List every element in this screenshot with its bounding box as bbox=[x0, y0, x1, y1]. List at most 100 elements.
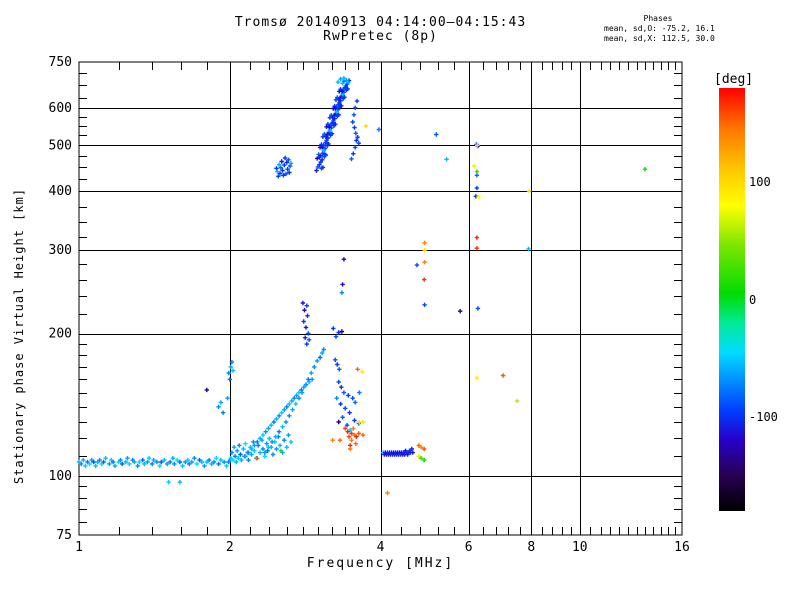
data-point bbox=[192, 456, 197, 461]
data-point bbox=[231, 445, 237, 450]
data-point bbox=[351, 151, 356, 156]
data-point bbox=[475, 143, 480, 148]
data-point bbox=[339, 329, 345, 334]
data-point bbox=[348, 446, 353, 452]
data-point bbox=[321, 148, 326, 153]
data-point bbox=[277, 443, 283, 448]
data-point bbox=[340, 415, 345, 420]
data-point bbox=[336, 419, 341, 425]
data-point bbox=[355, 367, 360, 372]
data-point bbox=[352, 125, 357, 130]
data-point bbox=[349, 438, 354, 443]
data-point bbox=[306, 377, 311, 382]
x-tick-label: 4 bbox=[377, 540, 385, 555]
data-point bbox=[174, 457, 180, 463]
data-point bbox=[306, 379, 312, 385]
data-point bbox=[321, 347, 326, 352]
phase-stats-o-mode: mean, sd,O: -75.2, 16.1 bbox=[604, 24, 715, 33]
data-point bbox=[284, 445, 289, 450]
colorbar-tick-label: 100 bbox=[749, 175, 771, 189]
data-point bbox=[225, 396, 230, 401]
data-point bbox=[320, 145, 325, 150]
data-point bbox=[356, 431, 361, 436]
data-point bbox=[224, 463, 229, 469]
data-point bbox=[276, 174, 281, 179]
data-point bbox=[335, 114, 340, 119]
data-point bbox=[279, 159, 284, 164]
plot-subtitle: RwPretec (8p) bbox=[323, 29, 438, 44]
data-point bbox=[515, 398, 520, 404]
data-point bbox=[333, 357, 338, 362]
y-tick-label: 750 bbox=[49, 55, 72, 70]
data-point bbox=[304, 303, 309, 308]
data-point bbox=[256, 443, 261, 448]
data-point bbox=[270, 452, 276, 457]
data-point bbox=[257, 436, 263, 441]
data-point bbox=[238, 452, 243, 457]
data-point bbox=[351, 112, 357, 117]
data-point bbox=[334, 109, 339, 114]
data-point bbox=[293, 401, 298, 407]
data-point bbox=[278, 165, 284, 170]
data-point bbox=[325, 143, 330, 148]
data-point bbox=[285, 167, 290, 172]
data-point bbox=[230, 368, 236, 373]
data-point bbox=[414, 262, 420, 268]
data-point bbox=[123, 459, 128, 465]
data-point bbox=[341, 76, 347, 81]
data-point bbox=[350, 119, 355, 125]
data-point bbox=[101, 459, 106, 465]
data-point bbox=[333, 106, 338, 111]
data-point bbox=[251, 439, 256, 445]
data-point bbox=[142, 461, 147, 467]
data-point bbox=[220, 410, 226, 415]
data-point bbox=[422, 446, 427, 452]
data-point bbox=[350, 396, 355, 401]
data-point bbox=[187, 461, 192, 467]
data-point bbox=[199, 459, 205, 465]
y-tick-label: 75 bbox=[56, 528, 72, 543]
data-point bbox=[288, 439, 294, 445]
data-point bbox=[312, 364, 317, 370]
data-point bbox=[357, 419, 362, 425]
data-point bbox=[79, 461, 84, 467]
phase-stats-x-mode: mean, sd,X: 112.5, 30.0 bbox=[604, 34, 715, 43]
colorbar-tick-label: 0 bbox=[749, 292, 757, 307]
data-point bbox=[360, 432, 366, 438]
data-point bbox=[266, 445, 271, 450]
data-point bbox=[344, 87, 349, 93]
data-point bbox=[349, 431, 354, 436]
data-point bbox=[204, 459, 209, 465]
data-point bbox=[177, 459, 183, 465]
data-point bbox=[211, 459, 217, 465]
data-point bbox=[283, 419, 289, 425]
data-point bbox=[344, 423, 350, 428]
data-point bbox=[347, 410, 352, 415]
data-point bbox=[265, 448, 270, 453]
data-point bbox=[232, 454, 238, 459]
scatter-points bbox=[76, 76, 648, 496]
data-point bbox=[273, 434, 278, 439]
data-point bbox=[318, 159, 323, 165]
data-point bbox=[341, 96, 346, 101]
data-point bbox=[246, 450, 251, 455]
data-point bbox=[336, 330, 341, 335]
data-point bbox=[227, 377, 232, 382]
data-point bbox=[237, 443, 242, 448]
data-point bbox=[159, 459, 164, 465]
data-point bbox=[354, 434, 359, 439]
data-point bbox=[335, 79, 341, 85]
data-point bbox=[166, 480, 171, 485]
data-point bbox=[422, 248, 427, 253]
data-point bbox=[287, 170, 292, 175]
data-point bbox=[476, 194, 481, 200]
data-point bbox=[331, 326, 336, 331]
data-point bbox=[282, 162, 287, 168]
data-point bbox=[300, 300, 306, 306]
data-point bbox=[127, 461, 132, 467]
data-point bbox=[140, 457, 145, 463]
data-point bbox=[93, 463, 98, 469]
data-point bbox=[165, 461, 170, 467]
y-tick-label: 500 bbox=[49, 138, 72, 153]
